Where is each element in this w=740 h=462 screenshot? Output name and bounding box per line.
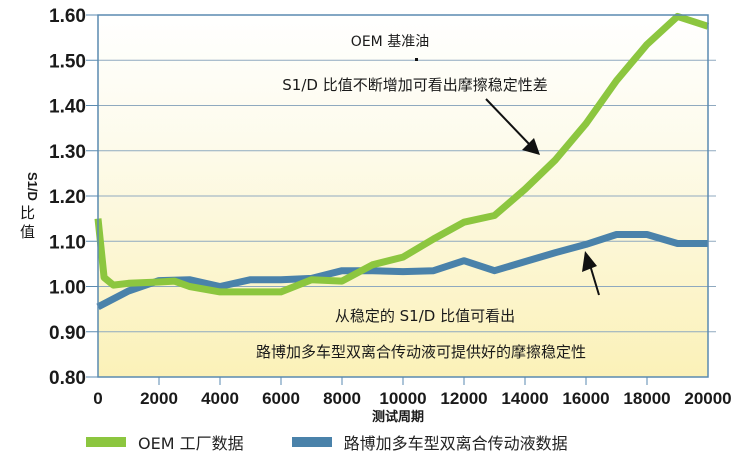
y-tick-label: 0.80 <box>49 368 86 389</box>
x-tick-label: 6000 <box>262 389 300 408</box>
y-tick-label: 0.90 <box>49 323 86 344</box>
x-tick-label: 0 <box>93 389 102 408</box>
legend-item-oem: OEM 工厂数据 <box>86 430 244 454</box>
x-tick-label: 12000 <box>440 389 487 408</box>
x-tick-label: 2000 <box>140 389 178 408</box>
x-tick-label: 8000 <box>323 389 361 408</box>
y-tick-label: 1.00 <box>49 278 86 299</box>
y-tick-label: 1.50 <box>49 51 86 72</box>
legend-label-product: 路博加多车型双离合传动液数据 <box>343 434 568 453</box>
arrow-to-product-line <box>582 251 600 296</box>
arrow-to-oem-line <box>485 98 540 155</box>
oem-trend-note: S1/D 比值不断增加可看出摩擦稳定性差 <box>282 76 547 94</box>
product-stability-note: 路博加多车型双离合传动液可提供好的摩擦稳定性 <box>256 343 586 361</box>
y-tick-label: 1.30 <box>49 142 86 163</box>
y-tick-label: 1.20 <box>49 187 86 208</box>
series-line-oem <box>94 12 710 296</box>
legend: OEM 工厂数据 路博加多车型双离合传动液数据 <box>86 430 616 454</box>
y-axis-label-cn-2: 值 <box>20 223 35 241</box>
x-tick-label: 16000 <box>562 389 609 408</box>
y-tick-label: 1.40 <box>49 97 86 118</box>
x-axis-label: 测试周期 <box>372 409 424 425</box>
series-lines <box>94 12 710 311</box>
stable-ratio-note: 从稳定的 S1/D 比值可看出 <box>335 307 515 325</box>
x-axis-ticks: 0 2000 4000 6000 8000 10000 12000 14000 16000 180… <box>93 377 732 408</box>
legend-label-oem: OEM 工厂数据 <box>138 434 244 453</box>
x-tick-label: 20000 <box>684 389 731 408</box>
y-axis-ticks: 0.80 0.90 1.00 1.10 1.20 1.30 1.40 1.50 1.60 <box>49 6 98 389</box>
x-tick-label: 14000 <box>501 389 548 408</box>
y-axis-label: S1/D 比 值 <box>20 172 40 241</box>
y-tick-label: 1.10 <box>49 232 86 253</box>
y-axis-label-latin: S1/D <box>25 172 40 201</box>
oem-baseline-label: OEM 基准油 <box>351 33 429 50</box>
legend-item-product: 路博加多车型双离合传动液数据 <box>291 430 568 454</box>
label-marker <box>415 58 418 61</box>
line-chart: 0.80 0.90 1.00 1.10 1.20 1.30 1.40 1.50 1.60 0 20… <box>20 6 732 425</box>
x-tick-label: 10000 <box>379 389 426 408</box>
x-tick-label: 4000 <box>201 389 239 408</box>
plot-frame <box>97 14 709 378</box>
y-tick-label: 1.60 <box>49 6 86 27</box>
legend-swatch-product <box>291 437 332 447</box>
legend-swatch-oem <box>86 437 126 447</box>
y-axis-label-cn-1: 比 <box>20 204 35 222</box>
x-tick-label: 18000 <box>623 389 670 408</box>
